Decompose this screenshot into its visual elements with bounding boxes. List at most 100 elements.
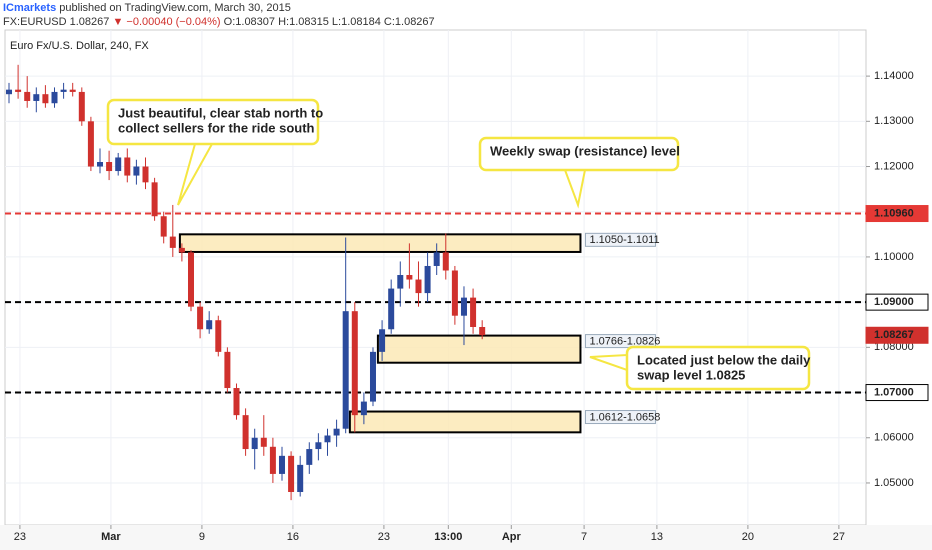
price-tag xyxy=(865,384,929,402)
candle-body xyxy=(306,449,313,465)
candle-body xyxy=(351,311,358,416)
x-tick-label: 23 xyxy=(14,531,26,543)
candle-body xyxy=(333,428,340,436)
candle-body xyxy=(424,265,431,294)
candle-body xyxy=(60,89,67,92)
candle-body xyxy=(106,162,113,172)
candle-body xyxy=(251,437,258,450)
published: published on TradingView.com, March 30, … xyxy=(59,2,291,14)
candle-body xyxy=(224,351,231,389)
candle-body xyxy=(315,442,322,450)
candle-body xyxy=(479,327,486,336)
candle-body xyxy=(233,388,240,416)
candle-body xyxy=(206,320,213,330)
header-line: FX:EURUSD 1.08267 ▼ −0.00040 (−0.04%) O:… xyxy=(3,15,435,29)
zone xyxy=(348,410,582,434)
candle-body xyxy=(369,351,376,402)
price-tag xyxy=(865,205,929,223)
candle-body xyxy=(51,91,58,104)
x-tick-label: 9 xyxy=(199,531,205,543)
candle-body xyxy=(6,89,13,95)
candle-body xyxy=(260,437,267,447)
x-tick-label: Apr xyxy=(502,531,522,543)
candle-body xyxy=(433,252,440,266)
candle-body xyxy=(160,216,167,237)
change: ▼ −0.00040 (−0.04%) xyxy=(112,16,221,28)
candle-body xyxy=(69,89,76,92)
candle-body xyxy=(388,288,395,330)
zone-label: 1.1050-1.1011 xyxy=(589,234,659,246)
x-axis-strip xyxy=(0,525,932,550)
candle-body xyxy=(442,252,449,271)
candle-body xyxy=(397,275,404,289)
ohlc: O:1.08307 H:1.08315 L:1.08184 C:1.08267 xyxy=(223,16,435,28)
y-tick-label: 1.13000 xyxy=(874,115,914,127)
candle-body xyxy=(142,166,149,183)
callout-box xyxy=(106,98,320,146)
x-tick-label: 23 xyxy=(378,531,390,543)
x-tick-label: 27 xyxy=(833,531,845,543)
y-tick-label: 1.06000 xyxy=(874,432,914,444)
y-tick-label: 1.14000 xyxy=(874,70,914,82)
zone xyxy=(178,233,582,253)
callout-box xyxy=(478,136,680,172)
candle-body xyxy=(33,94,40,101)
price-tag-label: 1.07000 xyxy=(874,386,914,398)
zone-label-box xyxy=(584,232,656,247)
x-tick-label: 13:00 xyxy=(434,531,462,543)
zone xyxy=(376,334,582,364)
callout-text: swap level 1.0825 xyxy=(637,367,745,382)
chart-title: Euro Fx/U.S. Dollar, 240, FX xyxy=(10,40,149,52)
x-tick-label: 16 xyxy=(287,531,299,543)
candle-body xyxy=(187,252,194,307)
candle-body xyxy=(278,455,285,474)
candle-body xyxy=(78,91,85,122)
candle-body xyxy=(124,157,131,176)
candle-body xyxy=(24,91,31,101)
header-line: ICmarkets published on TradingView.com, … xyxy=(3,1,435,15)
last: 1.08267 xyxy=(69,16,110,28)
callout-text: Located just below the daily xyxy=(637,352,811,367)
candle-body xyxy=(415,279,422,294)
y-tick-label: 1.12000 xyxy=(874,160,914,172)
candle-body xyxy=(470,297,477,327)
candle-body xyxy=(151,182,158,217)
candle-body xyxy=(178,247,185,253)
candle-body xyxy=(115,157,122,172)
zone-label: 1.0766-1.0826 xyxy=(589,335,660,347)
zone-label: 1.0612-1.0658 xyxy=(589,411,660,423)
candle-body xyxy=(451,270,458,316)
candle-body xyxy=(342,311,349,429)
callout-text: collect sellers for the ride south xyxy=(118,120,315,135)
price-tag xyxy=(865,293,929,311)
candle-body xyxy=(87,121,94,167)
candle-body xyxy=(133,166,140,176)
x-tick-label: 7 xyxy=(581,531,587,543)
price-tag-label: 1.09000 xyxy=(874,296,914,308)
price-tag-label: 1.08267 xyxy=(874,329,914,341)
x-tick-label: 13 xyxy=(651,531,663,543)
callout-box xyxy=(625,345,811,391)
candle-body xyxy=(269,446,276,474)
y-tick-label: 1.08000 xyxy=(874,341,914,353)
candle-body xyxy=(215,320,222,352)
publisher[interactable]: ICmarkets xyxy=(3,2,57,14)
candle-body xyxy=(324,435,331,443)
header: ICmarkets published on TradingView.com, … xyxy=(3,1,435,29)
candle-body xyxy=(197,306,204,330)
y-tick-label: 1.10000 xyxy=(874,251,914,263)
candle-body xyxy=(96,162,103,167)
price-tag-label: 1.10960 xyxy=(874,207,914,219)
y-tick-label: 1.05000 xyxy=(874,477,914,489)
candle-body xyxy=(406,275,413,280)
candle-body xyxy=(297,464,304,492)
callout-text: Just beautiful, clear stab north to xyxy=(118,105,323,120)
price-tag xyxy=(865,326,929,344)
candle-body xyxy=(242,415,249,450)
candle-body xyxy=(42,94,49,104)
candle-body xyxy=(169,236,176,248)
zone-label-box xyxy=(584,410,656,425)
symbol: FX:EURUSD xyxy=(3,16,67,28)
